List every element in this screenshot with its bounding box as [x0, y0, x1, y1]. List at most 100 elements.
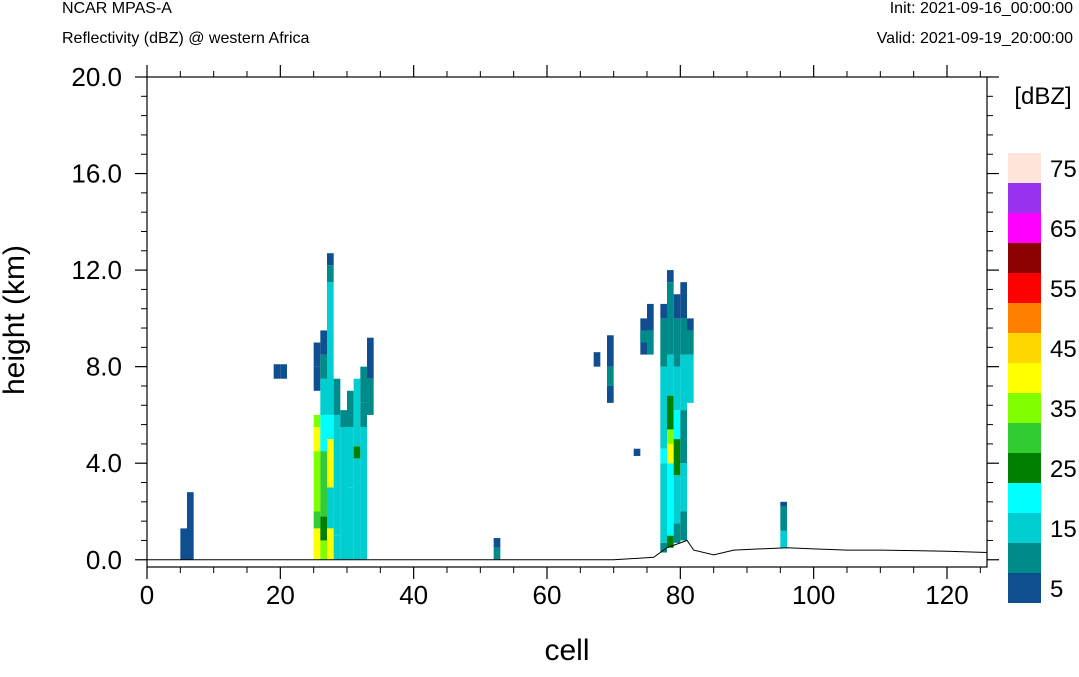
x-tick-label: 0: [140, 580, 154, 610]
init-time: Init: 2021-09-16_00:00:00: [889, 0, 1073, 17]
x-tick-label: 120: [925, 580, 968, 610]
reflectivity-cell: [333, 535, 341, 560]
reflectivity-cell: [320, 354, 327, 379]
reflectivity-cell: [667, 282, 674, 355]
reflectivity-cell: [660, 303, 667, 319]
reflectivity-cell: [673, 366, 681, 411]
reflectivity-cell: [673, 318, 681, 367]
x-tick-label: 80: [666, 580, 695, 610]
valid-time: Valid: 2021-09-19_20:00:00: [876, 30, 1073, 47]
y-tick-label: 4.0: [86, 448, 122, 478]
colorbar-label: 25: [1050, 456, 1077, 483]
reflectivity-cell: [360, 366, 367, 403]
reflectivity-cell: [687, 318, 694, 331]
reflectivity-cell: [667, 395, 674, 430]
reflectivity-cell: [660, 448, 667, 464]
reflectivity-cell: [667, 270, 674, 283]
colorbar-swatch: [1008, 453, 1041, 483]
y-tick-label: 12.0: [71, 255, 122, 285]
reflectivity-cell: [353, 446, 361, 459]
reflectivity-cell: [187, 492, 194, 560]
colorbar-label: 5: [1050, 576, 1063, 603]
reflectivity-cell: [327, 282, 334, 415]
reflectivity-cell: [347, 390, 354, 427]
reflectivity-cell: [353, 378, 361, 447]
x-tick-label: 20: [266, 580, 295, 610]
reflectivity-cell: [313, 414, 321, 427]
x-tick-label: 100: [792, 580, 835, 610]
reflectivity-cell: [640, 330, 647, 343]
reflectivity-cell: [660, 318, 667, 367]
reflectivity-cell: [673, 410, 681, 440]
colorbar-swatch: [1008, 513, 1041, 543]
colorbar-label: 35: [1050, 396, 1077, 423]
colorbar-unit-label: [dBZ]: [1014, 83, 1071, 110]
reflectivity-cell: [313, 528, 321, 560]
reflectivity-cell: [273, 364, 281, 379]
reflectivity-cell: [780, 506, 787, 531]
colorbar-swatch: [1008, 243, 1041, 273]
reflectivity-cell: [667, 535, 674, 548]
y-tick-label: 20.0: [71, 62, 122, 92]
reflectivity-cell: [687, 330, 694, 355]
reflectivity-cell: [673, 523, 681, 543]
reflectivity-cell: [647, 330, 654, 355]
reflectivity-cell: [687, 354, 694, 403]
reflectivity-cell: [360, 427, 367, 560]
colorbar-swatch: [1008, 153, 1041, 183]
colorbar-swatch: [1008, 543, 1041, 573]
reflectivity-cell: [320, 330, 327, 355]
reflectivity-cell: [680, 282, 687, 319]
reflectivity-cell: [327, 265, 334, 283]
reflectivity-cell: [680, 354, 687, 411]
colorbar-swatch: [1008, 183, 1041, 213]
colorbar-swatch: [1008, 423, 1041, 453]
colorbar-swatch: [1008, 483, 1041, 513]
colorbar-label: 65: [1050, 216, 1077, 243]
reflectivity-cell: [320, 414, 327, 452]
colorbar: 5 15 25 35 45 55 65 75: [1008, 153, 1077, 603]
reflectivity-cell: [327, 253, 334, 266]
reflectivity-cell: [647, 303, 654, 331]
reflectivity-cell: [607, 366, 614, 386]
reflectivity-cell: [320, 540, 327, 560]
reflectivity-cell: [667, 429, 674, 444]
reflectivity-cell: [313, 451, 321, 512]
reflectivity-cells: [180, 253, 787, 560]
reflectivity-cell: [347, 487, 354, 560]
reflectivity-cell: [680, 463, 687, 512]
reflectivity-cell: [320, 451, 327, 517]
colorbar-label: 75: [1050, 156, 1077, 183]
reflectivity-cell: [327, 439, 334, 488]
colorbar-swatch: [1008, 273, 1041, 303]
reflectivity-cell: [353, 458, 361, 560]
reflectivity-cell: [327, 414, 334, 440]
reflectivity-cell: [680, 410, 687, 464]
reflectivity-cell: [667, 443, 674, 464]
reflectivity-cell: [493, 538, 501, 548]
colorbar-swatch: [1008, 303, 1041, 333]
reflectivity-cell: [667, 463, 674, 536]
y-tick-label: 0.0: [86, 545, 122, 575]
reflectivity-cell: [673, 294, 681, 319]
reflectivity-cell: [320, 516, 327, 541]
reflectivity-cell: [673, 439, 681, 476]
x-tick-label: 60: [533, 580, 562, 610]
reflectivity-cell: [327, 487, 334, 529]
reflectivity-cell: [360, 402, 367, 427]
reflectivity-cell: [313, 342, 321, 367]
reflectivity-cell: [780, 501, 787, 507]
y-tick-label: 16.0: [71, 159, 122, 189]
reflectivity-cell: [367, 337, 374, 379]
reflectivity-cell: [673, 475, 681, 524]
reflectivity-cell: [607, 335, 614, 367]
reflectivity-cell: [593, 352, 601, 367]
colorbar-swatch: [1008, 573, 1041, 603]
reflectivity-cell: [493, 547, 501, 560]
colorbar-label: 55: [1050, 276, 1077, 303]
colorbar-swatch: [1008, 363, 1041, 393]
reflectivity-cell: [313, 427, 321, 452]
reflectivity-cell: [680, 318, 687, 355]
reflectivity-cell: [333, 378, 341, 415]
